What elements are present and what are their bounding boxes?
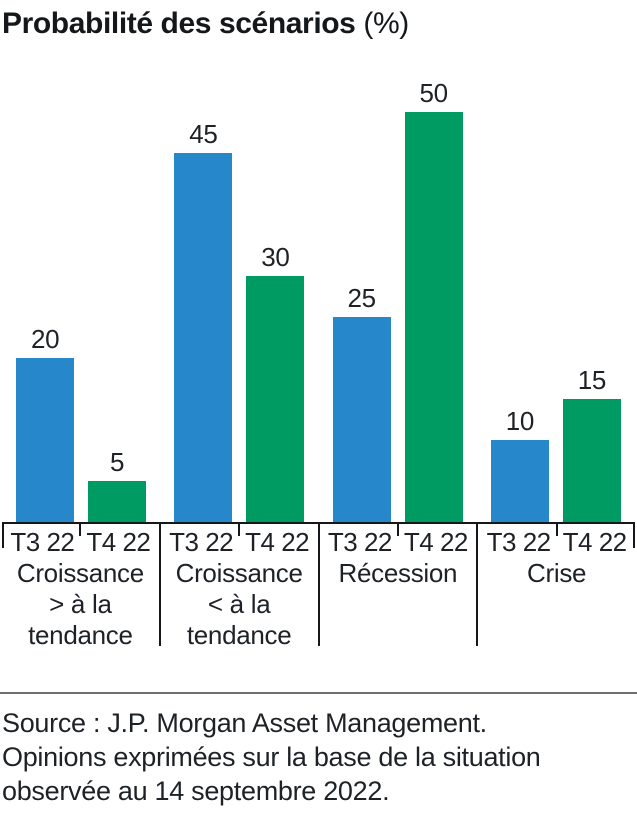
category-label-line: < à la xyxy=(207,589,271,619)
axis-group: T3 22 T4 22 Croissance > à la tendance xyxy=(2,524,161,650)
tick-label-row: T3 22 T4 22 xyxy=(2,527,159,557)
tick-label: T4 22 xyxy=(86,527,151,557)
category-label-line: Croissance xyxy=(175,558,303,588)
bar-wrap: 10 xyxy=(490,406,549,522)
category-label-line: Croissance xyxy=(16,558,144,588)
tick-label: T3 22 xyxy=(169,527,234,557)
bar-wrap: 20 xyxy=(16,324,75,522)
category-label-line: tendance xyxy=(186,620,292,650)
bar-value-label: 45 xyxy=(189,119,218,149)
bar-wrap: 25 xyxy=(332,283,391,522)
tick-label: T3 22 xyxy=(327,527,393,557)
axis-mid-tick xyxy=(79,524,82,536)
tick-label-row: T3 22 T4 22 xyxy=(161,527,318,557)
bar-t322 xyxy=(174,153,233,522)
source-line: Opinions exprimées sur la base de la sit… xyxy=(2,742,541,772)
chart-title: Probabilité des scénarios (%) xyxy=(2,6,637,42)
tick-label: T4 22 xyxy=(562,527,628,557)
bar-wrap: 30 xyxy=(246,242,305,522)
bar-group: 25 50 xyxy=(319,79,477,522)
bar-group: 20 5 xyxy=(2,325,160,522)
bar-group: 45 30 xyxy=(160,120,318,522)
chart-title-unit: (%) xyxy=(355,7,409,40)
category-label-line: Récession xyxy=(338,558,458,588)
tick-label: T3 22 xyxy=(486,527,552,557)
source-note: Source : J.P. Morgan Asset Management. O… xyxy=(2,706,637,808)
category-label-line: Crise xyxy=(527,558,587,588)
tick-label: T4 22 xyxy=(403,527,469,557)
category-label: Croissance > à la tendance xyxy=(2,558,159,651)
bar-value-label: 20 xyxy=(30,324,60,354)
chart-title-main: Probabilité des scénarios xyxy=(2,7,356,40)
bar-value-label: 50 xyxy=(419,78,448,108)
category-label-line: > à la xyxy=(49,589,112,619)
category-label: Croissance < à la tendance xyxy=(161,558,318,651)
tick-label-row: T3 22 T4 22 xyxy=(478,527,635,557)
bar-wrap: 5 xyxy=(88,447,147,522)
axis-mid-tick xyxy=(396,524,399,536)
plot-area: 20 5 45 30 25 50 10 15 xyxy=(2,78,635,524)
category-label: Crise xyxy=(478,558,635,589)
bar-wrap: 15 xyxy=(562,365,621,522)
tick-label: T4 22 xyxy=(245,527,310,557)
bar-group: 10 15 xyxy=(477,366,635,522)
axis-group: T3 22 T4 22 Croissance < à la tendance xyxy=(161,524,320,650)
bar-chart: 20 5 45 30 25 50 10 15 T3 22 T4 22 Croissance > à … xyxy=(2,78,635,650)
bar-t322 xyxy=(16,358,75,522)
bar-value-label: 30 xyxy=(261,242,290,272)
bar-wrap: 50 xyxy=(404,78,463,522)
bar-t322 xyxy=(490,440,549,522)
axis-mid-tick xyxy=(555,524,558,536)
footer-divider xyxy=(0,692,637,694)
tick-label-row: T3 22 T4 22 xyxy=(320,527,477,557)
bar-t422 xyxy=(562,399,621,522)
axis-mid-tick xyxy=(238,524,241,536)
chart-page: Probabilité des scénarios (%) 20 5 45 30 25 5… xyxy=(0,6,637,832)
bar-value-label: 25 xyxy=(347,283,376,313)
bar-value-label: 5 xyxy=(110,447,125,477)
bar-t422 xyxy=(246,276,305,522)
axis-group: T3 22 T4 22 Récession xyxy=(320,524,479,646)
axis-group: T3 22 T4 22 Crise xyxy=(478,524,635,646)
category-label: Récession xyxy=(320,558,477,589)
category-label-line: tendance xyxy=(28,620,133,650)
source-line: observée au 14 septembre 2022. xyxy=(2,776,390,806)
tick-label: T3 22 xyxy=(10,527,75,557)
bar-t322 xyxy=(332,317,391,522)
source-line: Source : J.P. Morgan Asset Management. xyxy=(2,708,487,738)
bar-value-label: 10 xyxy=(505,406,535,436)
bar-value-label: 15 xyxy=(577,365,607,395)
bar-t422 xyxy=(88,481,147,522)
bar-t422 xyxy=(404,112,463,522)
x-axis: T3 22 T4 22 Croissance > à la tendance T3 22 T… xyxy=(2,524,635,650)
bar-wrap: 45 xyxy=(174,119,233,522)
